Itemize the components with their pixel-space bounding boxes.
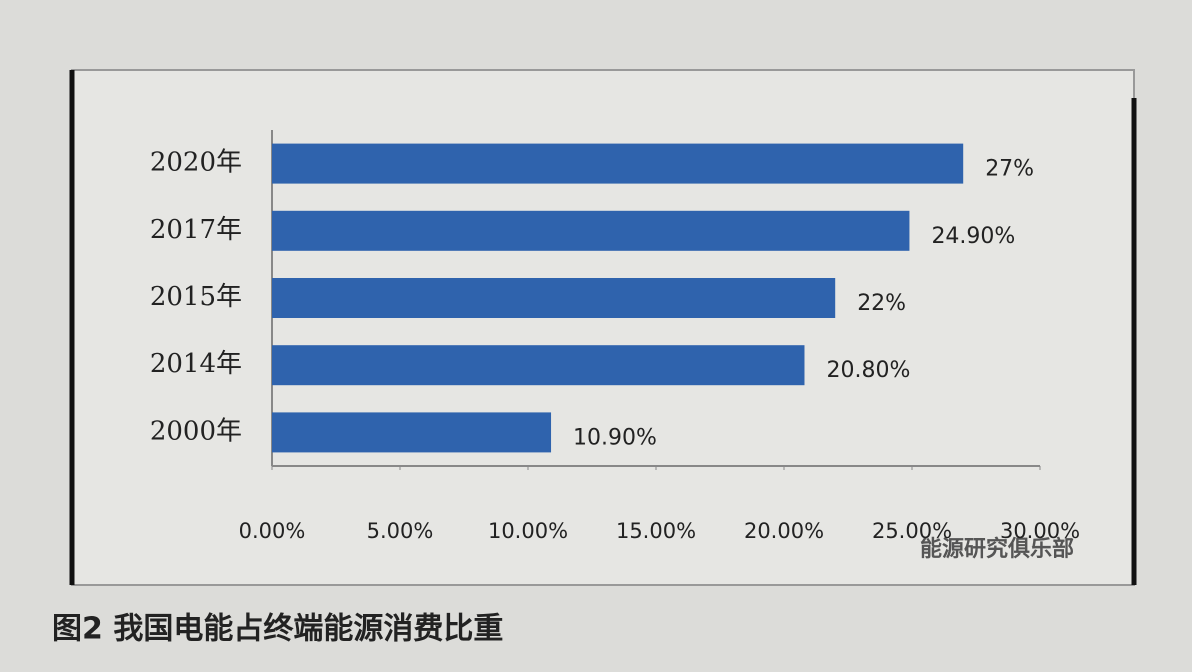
y-tick-label: 2017年: [150, 215, 242, 245]
x-tick-label: 5.00%: [367, 519, 434, 543]
value-label: 24.90%: [931, 224, 1015, 249]
x-tick-label: 0.00%: [239, 519, 306, 543]
x-tick-label: 15.00%: [616, 519, 696, 543]
value-label: 10.90%: [573, 425, 657, 450]
y-tick-label: 2014年: [150, 349, 242, 379]
x-tick-label: 10.00%: [488, 519, 568, 543]
value-label: 20.80%: [826, 358, 910, 383]
bar: [272, 345, 805, 386]
bar: [272, 412, 552, 453]
value-label: 22%: [857, 291, 906, 316]
x-tick-label: 25.00%: [872, 519, 952, 543]
y-tick-label: 2000年: [150, 416, 242, 446]
value-label: 27%: [985, 157, 1034, 182]
x-tick-label: 30.00%: [1000, 519, 1080, 543]
chart-title: 图2 我国电能占终端能源消费比重: [52, 612, 503, 647]
bar: [272, 210, 910, 251]
x-tick-label: 20.00%: [744, 519, 824, 543]
y-tick-label: 2020年: [150, 148, 242, 178]
bar: [272, 143, 964, 184]
bar: [272, 278, 836, 318]
y-tick-label: 2015年: [150, 282, 242, 312]
watermark: 能源研究俱乐部: [920, 536, 1074, 562]
